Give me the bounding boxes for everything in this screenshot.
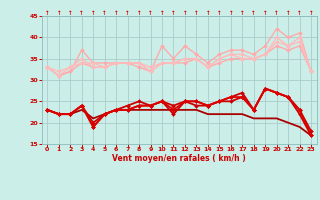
- X-axis label: Vent moyen/en rafales ( km/h ): Vent moyen/en rafales ( km/h ): [112, 154, 246, 163]
